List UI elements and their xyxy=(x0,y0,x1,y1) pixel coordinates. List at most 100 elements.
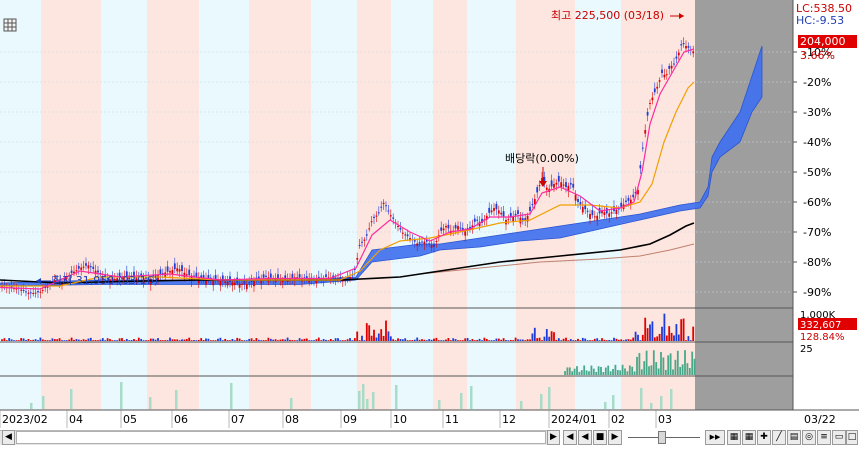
indicator-bar xyxy=(592,368,595,375)
indicator-bar xyxy=(600,366,602,375)
tool-button-2[interactable]: ▦ xyxy=(742,430,756,445)
volume-bar xyxy=(413,339,416,341)
play-back-button-2[interactable]: ◀ xyxy=(578,430,592,445)
volume-bar xyxy=(188,337,191,341)
volume-bar xyxy=(250,338,253,341)
volume-bar xyxy=(92,340,95,341)
date-tick-label: 10 xyxy=(393,413,407,426)
candle-body xyxy=(358,244,361,246)
tool-button-1[interactable]: ▦ xyxy=(727,430,741,445)
lower-indicator-bar xyxy=(540,394,543,409)
indicator-bar xyxy=(638,353,641,375)
volume-bar xyxy=(375,337,378,341)
zoom-slider[interactable] xyxy=(628,431,700,444)
stop-button[interactable]: ■ xyxy=(593,430,607,445)
indicator-bar xyxy=(602,371,605,375)
volume-bar xyxy=(685,340,687,341)
volume-bar xyxy=(253,340,255,341)
volume-bar xyxy=(437,340,440,341)
ma-long-line xyxy=(0,222,695,284)
future-area xyxy=(695,0,793,410)
candle-body xyxy=(406,234,409,237)
volume-bar xyxy=(615,338,618,341)
candle-body xyxy=(651,97,654,101)
volume-bar xyxy=(464,338,467,341)
volume-bar xyxy=(128,340,131,341)
volume-bar xyxy=(572,340,575,341)
indicator-bar xyxy=(686,363,689,375)
volume-bar xyxy=(481,340,483,341)
candle-body xyxy=(104,274,107,278)
candle-body xyxy=(478,221,481,227)
candle-body xyxy=(661,69,663,73)
volume-bar xyxy=(509,339,512,341)
volume-ratio: 128.84% xyxy=(800,332,845,343)
lower-indicator-bar xyxy=(175,390,178,409)
play-forward-button[interactable]: ▶ xyxy=(608,430,622,445)
play-back-button[interactable]: ◀ xyxy=(563,430,577,445)
tool-button-4[interactable]: ╱ xyxy=(772,430,786,445)
grid-toggle-icon[interactable] xyxy=(3,18,17,32)
volume-bar xyxy=(205,338,207,341)
price-tick-label: -90% xyxy=(803,286,831,299)
volume-bar xyxy=(334,338,337,341)
tool-button-9[interactable]: □ xyxy=(846,430,858,445)
candle-body xyxy=(152,274,155,279)
lower-indicator-bar xyxy=(604,402,607,409)
indicator-bar xyxy=(672,369,674,375)
candle-body xyxy=(634,191,637,194)
chart-icon: ▤ xyxy=(789,432,799,442)
volume-bar xyxy=(382,335,385,341)
volume-bar xyxy=(536,338,539,341)
volume-bar xyxy=(284,339,287,341)
month-band xyxy=(41,0,101,410)
volume-bar xyxy=(365,323,368,341)
candle-body xyxy=(488,207,491,213)
candle-body xyxy=(149,279,152,285)
lower-indicator-bar xyxy=(650,403,653,409)
volume-bar xyxy=(157,338,159,341)
volume-bar xyxy=(68,339,71,341)
indicator-bar xyxy=(578,371,581,375)
volume-bar xyxy=(682,318,685,341)
scroll-right-button[interactable]: ▶ xyxy=(547,430,560,445)
candle-body xyxy=(25,291,27,293)
volume-bar xyxy=(435,337,438,341)
tool-button-8[interactable]: ▭ xyxy=(832,430,846,445)
tool-button-3[interactable]: ✚ xyxy=(757,430,771,445)
candle-body xyxy=(673,63,675,65)
indicator-bar xyxy=(612,369,614,375)
volume-bar xyxy=(593,338,596,341)
volume-bar xyxy=(454,339,457,341)
volume-bar xyxy=(505,340,507,341)
candle-body xyxy=(63,278,66,281)
volume-bar xyxy=(538,337,541,341)
volume-bar xyxy=(39,337,42,341)
cloud-area xyxy=(0,45,763,287)
tool-button-5[interactable]: ▤ xyxy=(787,430,801,445)
volume-bar xyxy=(512,340,515,341)
candle-body xyxy=(677,52,680,56)
volume-bar xyxy=(85,339,87,341)
volume-bar xyxy=(490,340,493,341)
volume-bar xyxy=(97,340,99,341)
candle-body xyxy=(473,218,476,222)
volume-bar xyxy=(171,339,174,341)
scroll-thumb[interactable] xyxy=(16,431,546,444)
scroll-left-button[interactable]: ◀ xyxy=(2,430,15,445)
current-volume-box xyxy=(798,318,857,330)
volume-bar xyxy=(195,340,198,341)
volume-bar xyxy=(440,340,443,341)
tool-button-7[interactable]: ≡ xyxy=(817,430,831,445)
zoom-slider-thumb[interactable] xyxy=(658,431,666,444)
candle-body xyxy=(687,46,690,48)
volume-bar xyxy=(221,340,224,341)
grid-icon: ▦ xyxy=(744,432,754,442)
candle-body xyxy=(507,218,510,220)
tool-button-6[interactable]: ◎ xyxy=(802,430,816,445)
volume-bar xyxy=(101,338,104,341)
indicator-bar xyxy=(693,358,696,375)
fast-forward-button[interactable]: ▶▶ xyxy=(705,430,725,445)
candle-body xyxy=(584,205,587,210)
